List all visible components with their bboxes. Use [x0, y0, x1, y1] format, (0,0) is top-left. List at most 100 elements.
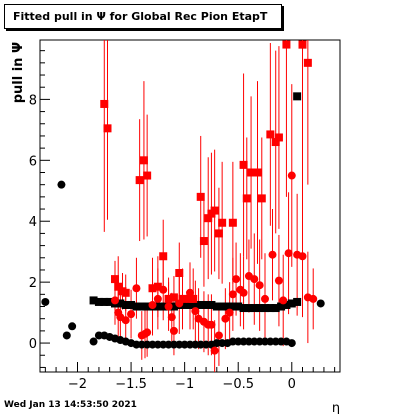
square-marker — [250, 304, 259, 313]
square-marker — [94, 297, 103, 306]
circle-marker — [164, 302, 173, 311]
square-marker — [178, 294, 187, 303]
square-marker — [282, 40, 291, 49]
square-marker — [116, 299, 125, 308]
square-marker — [204, 214, 213, 223]
circle-marker — [274, 276, 283, 285]
square-marker — [298, 40, 307, 49]
square-marker — [210, 206, 219, 215]
square-marker — [271, 138, 280, 147]
x-tick-label: −1 — [175, 377, 194, 392]
y-tick-label: 6 — [29, 154, 37, 169]
circle-marker — [143, 328, 152, 337]
circle-marker — [132, 284, 141, 293]
square-marker — [218, 302, 227, 311]
square-marker — [153, 282, 162, 291]
square-marker — [180, 300, 189, 309]
square-marker — [261, 304, 269, 313]
square-marker — [242, 194, 251, 203]
circle-marker — [111, 296, 119, 305]
square-marker — [196, 192, 205, 201]
circle-marker — [191, 307, 200, 316]
circle-marker — [210, 346, 219, 355]
square-marker — [255, 304, 264, 313]
square-marker — [159, 252, 168, 261]
square-marker — [148, 284, 157, 293]
square-marker — [218, 218, 227, 227]
square-marker — [287, 299, 296, 308]
circle-marker — [279, 296, 288, 305]
x-tick-label: −1.5 — [115, 377, 147, 392]
circle-marker — [153, 294, 162, 303]
circle-marker — [250, 275, 259, 284]
square-marker — [111, 275, 119, 284]
x-tick-label: 0 — [288, 377, 296, 392]
chart-title: Fitted pull in Ψ for Global Rec Pion Eta… — [4, 4, 282, 29]
square-marker — [100, 297, 109, 306]
square-marker — [100, 99, 109, 108]
x-axis-label: η — [332, 401, 340, 414]
square-marker — [228, 218, 237, 227]
square-marker — [159, 302, 168, 311]
circle-marker — [214, 331, 223, 340]
square-marker — [247, 168, 256, 177]
circle-marker — [309, 294, 318, 303]
axes: −2 −1.5 −1 −0.5 0 0 2 4 6 8 — [29, 50, 336, 392]
square-marker — [207, 300, 216, 309]
circle-marker — [228, 290, 237, 299]
circle-marker — [261, 294, 269, 303]
square-marker — [105, 297, 114, 306]
circle-marker — [298, 252, 307, 261]
square-marker — [293, 297, 302, 306]
square-marker — [293, 92, 302, 101]
circle-marker — [159, 285, 168, 294]
circle-marker — [62, 331, 71, 340]
circle-marker — [121, 316, 130, 325]
square-marker — [266, 130, 275, 139]
square-marker — [266, 304, 275, 313]
square-marker — [196, 300, 205, 309]
x-tick-label: −2 — [68, 377, 87, 392]
square-marker — [137, 302, 146, 311]
square-marker — [169, 302, 178, 311]
circle-marker — [225, 308, 234, 317]
circle-marker — [287, 171, 296, 180]
square-marker — [164, 294, 173, 303]
timestamp-footer: Wed Jan 13 14:53:50 2021 — [4, 400, 137, 410]
y-tick-label: 8 — [29, 93, 37, 108]
square-marker — [191, 300, 200, 309]
square-marker — [143, 171, 152, 180]
square-marker — [153, 302, 162, 311]
square-marker — [189, 294, 198, 303]
circle-marker — [89, 337, 98, 346]
circle-marker — [284, 249, 293, 258]
circle-marker — [221, 314, 230, 323]
y-axis-label: pull in Ψ — [11, 42, 26, 103]
circle-marker — [255, 281, 264, 290]
square-marker — [303, 58, 312, 67]
y-tick-label: 2 — [29, 276, 37, 291]
square-marker — [199, 237, 208, 246]
square-marker — [114, 282, 123, 291]
circle-marker — [268, 250, 277, 259]
circle-marker — [169, 326, 178, 335]
square-marker — [103, 124, 112, 133]
square-marker — [139, 156, 148, 165]
circle-marker — [175, 299, 184, 308]
square-marker — [277, 302, 286, 311]
square-marker — [257, 194, 266, 203]
square-marker — [223, 302, 232, 311]
square-marker — [239, 160, 248, 169]
square-marker — [234, 302, 243, 311]
y-tick-label: 4 — [29, 215, 37, 230]
square-marker — [271, 304, 280, 313]
data-markers — [41, 40, 325, 355]
circle-marker — [41, 297, 50, 306]
square-marker — [121, 300, 130, 309]
square-marker — [282, 300, 291, 309]
square-marker — [121, 288, 130, 297]
circle-marker — [316, 299, 325, 308]
square-marker — [228, 302, 237, 311]
square-marker — [89, 296, 98, 305]
square-marker — [239, 304, 248, 313]
